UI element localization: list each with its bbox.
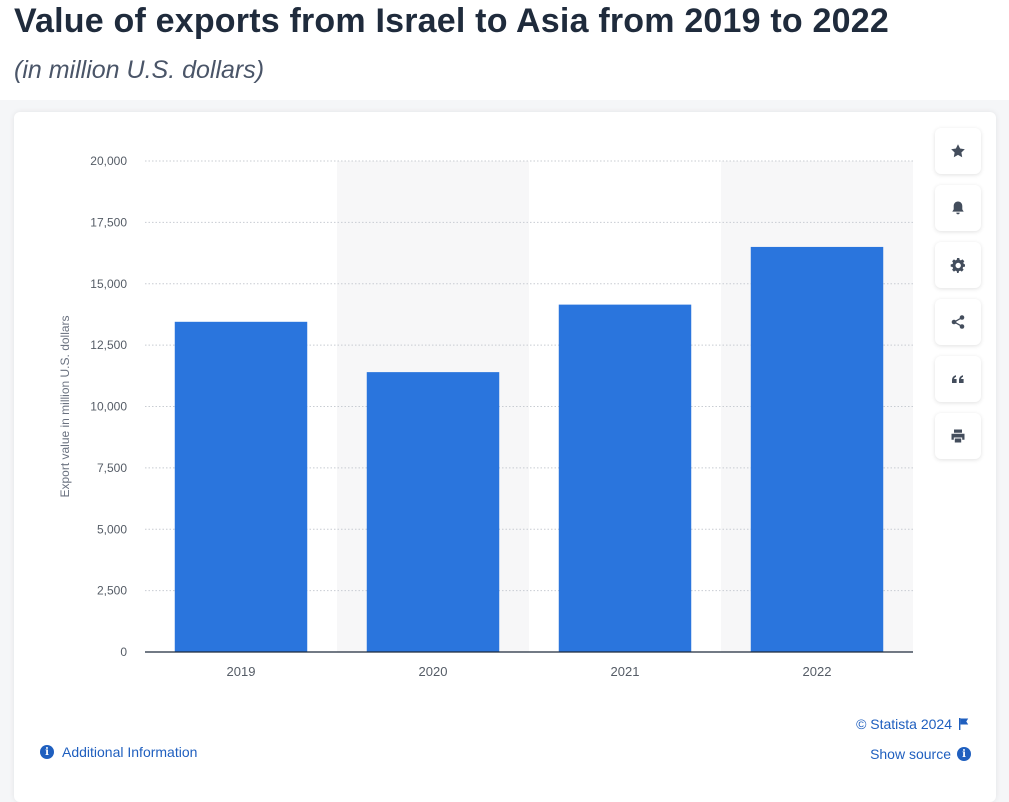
y-tick-label: 0	[120, 645, 127, 659]
share-button[interactable]	[935, 299, 981, 345]
cite-button[interactable]	[935, 356, 981, 402]
page-header-background	[0, 0, 1009, 100]
bar-2022	[750, 246, 884, 653]
credit-text: © Statista 2024	[856, 716, 952, 732]
chart-subtitle: (in million U.S. dollars)	[14, 56, 265, 84]
y-tick-label: 20,000	[90, 154, 127, 168]
y-tick-label: 12,500	[90, 338, 127, 352]
notification-button[interactable]	[935, 185, 981, 231]
y-tick-label: 15,000	[90, 277, 127, 291]
y-tick-label: 10,000	[90, 400, 127, 414]
y-tick-label: 5,000	[97, 522, 127, 536]
favorite-button[interactable]	[935, 128, 981, 174]
bar-2019	[174, 321, 308, 652]
x-tick-label: 2020	[419, 664, 448, 679]
bell-icon	[952, 201, 964, 215]
info-icon: i	[40, 745, 54, 759]
print-button[interactable]	[935, 413, 981, 459]
flag-icon	[959, 718, 969, 730]
x-tick-label: 2021	[611, 664, 640, 679]
info-icon: i	[957, 747, 971, 761]
y-tick-label: 7,500	[97, 461, 127, 475]
bar-2021	[558, 304, 692, 652]
show-source-label: Show source	[870, 746, 951, 762]
y-axis-title: Export value in million U.S. dollars	[58, 315, 72, 497]
y-tick-label: 17,500	[90, 215, 127, 229]
statista-credit[interactable]: © Statista 2024	[856, 716, 969, 732]
y-tick-label: 2,500	[97, 584, 127, 598]
x-tick-label: 2019	[227, 664, 256, 679]
settings-button[interactable]	[935, 242, 981, 288]
print-icon	[951, 429, 965, 443]
bar-2020	[366, 372, 500, 652]
x-tick-label: 2022	[803, 664, 832, 679]
quote-icon	[952, 375, 964, 383]
chart-toolbar	[935, 128, 983, 470]
chart-title: Value of exports from Israel to Asia fro…	[14, 2, 889, 40]
additional-information-link[interactable]: i Additional Information	[40, 744, 197, 760]
share-icon	[951, 315, 965, 329]
additional-information-label: Additional Information	[62, 744, 198, 760]
star-icon	[951, 144, 965, 158]
gear-icon	[950, 258, 965, 273]
show-source-link[interactable]: Show source i	[870, 746, 971, 762]
